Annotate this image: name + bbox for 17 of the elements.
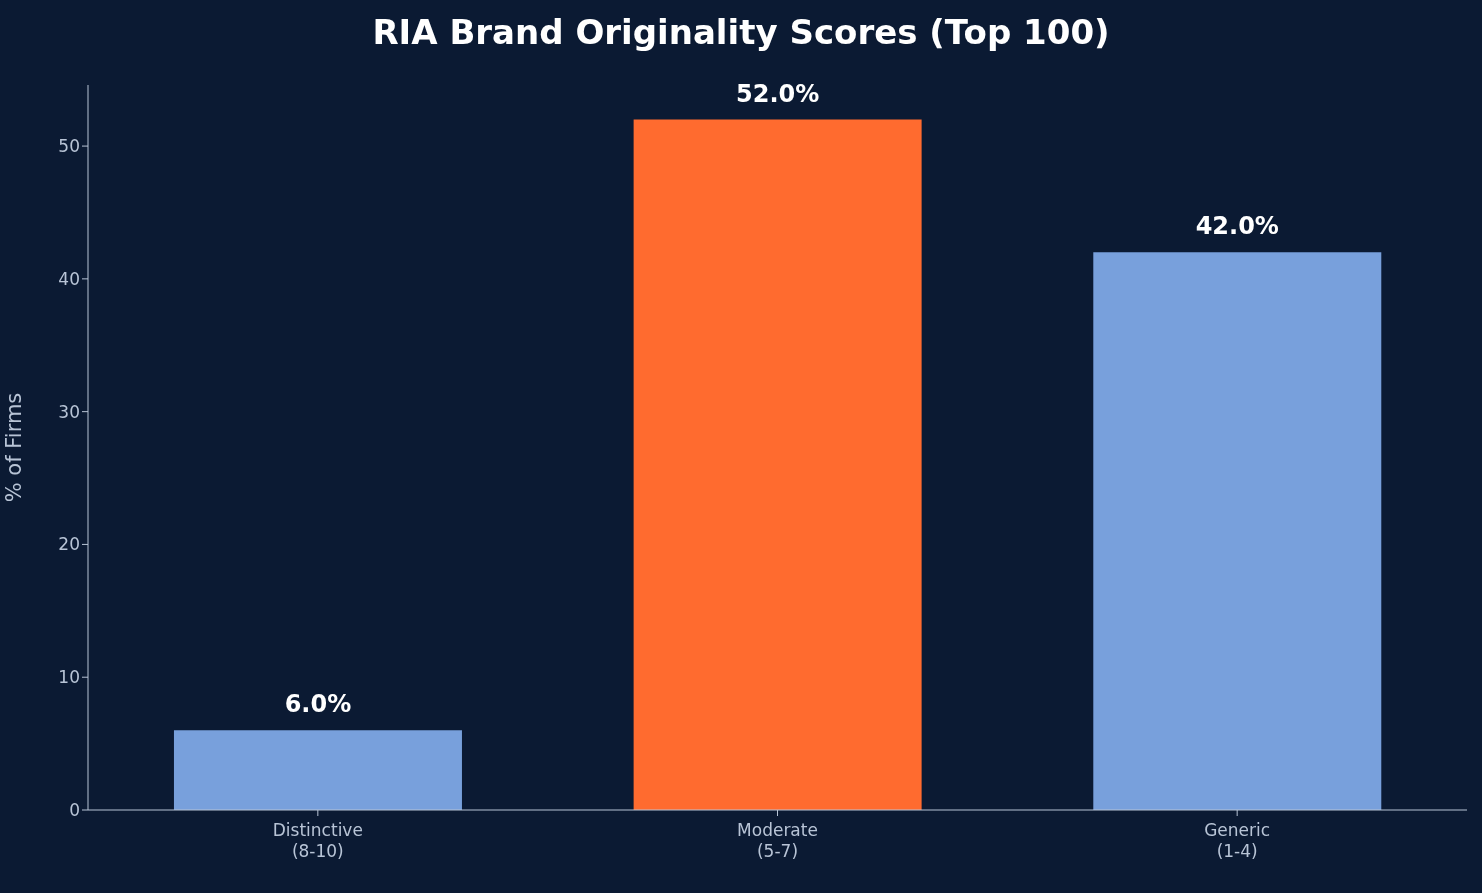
y-tick-label: 40 <box>58 268 80 289</box>
y-tick-label: 10 <box>58 667 80 688</box>
bar <box>173 730 462 810</box>
data-label: 42.0% <box>1195 212 1279 241</box>
x-tick-label: Distinctive (8-10) <box>272 820 363 861</box>
data-label: 52.0% <box>735 79 820 108</box>
bar <box>633 119 922 810</box>
y-axis-title: % of Firms <box>2 392 27 503</box>
y-tick-label: 0 <box>69 800 80 821</box>
y-tick-label: 50 <box>58 136 80 157</box>
y-tick-label: 30 <box>58 401 80 422</box>
bar <box>1093 252 1382 810</box>
chart-title: RIA Brand Originality Scores (Top 100) <box>371 11 1111 54</box>
x-tick-label: Moderate (5-7) <box>737 820 818 861</box>
data-label: 6.0% <box>284 690 352 719</box>
y-tick-label: 20 <box>58 534 80 555</box>
x-tick-label: Generic (1-4) <box>1204 820 1271 861</box>
